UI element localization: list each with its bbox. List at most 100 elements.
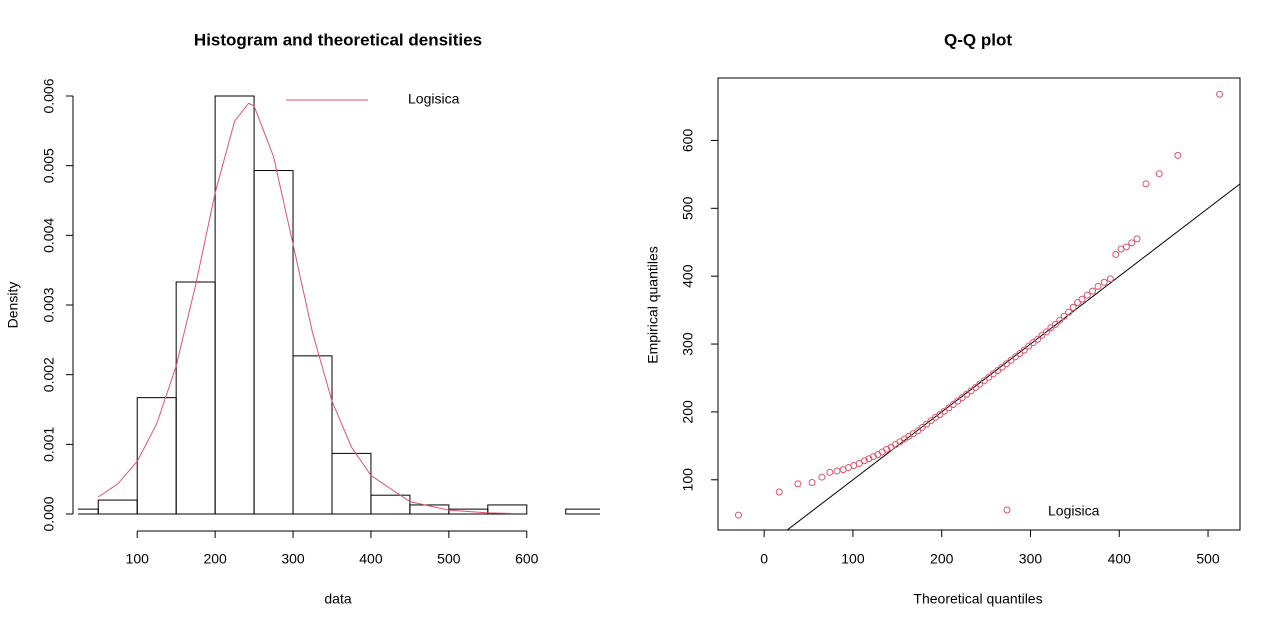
qq-point (1089, 287, 1097, 295)
qq-point (963, 390, 971, 398)
qq-point (1020, 346, 1028, 354)
qq-point (1128, 239, 1136, 247)
qq-point (1056, 316, 1064, 324)
qq-point (1003, 360, 1011, 368)
qq-point (1174, 151, 1182, 159)
qq-point (1029, 339, 1037, 347)
x-axis-label: data (324, 591, 351, 607)
qq-point (1133, 235, 1141, 243)
x-tick-label: 400 (1108, 551, 1132, 567)
qq-point (775, 488, 783, 496)
y-tick-label: 400 (680, 264, 696, 288)
qq-point (949, 400, 957, 408)
qq-point (1051, 320, 1059, 328)
qq-point (985, 373, 993, 381)
plot-area (78, 95, 600, 515)
y-tick-label: 300 (680, 332, 696, 356)
qq-point (1011, 353, 1019, 361)
qq-point (936, 411, 944, 419)
qq-point (1142, 180, 1150, 188)
qq-point (808, 478, 816, 486)
y-tick-label: 0.000 (41, 496, 57, 531)
x-tick-label: 300 (1019, 551, 1043, 567)
histogram-bar (292, 355, 333, 515)
x-tick-label: 500 (437, 551, 461, 567)
histogram-bar (136, 397, 177, 515)
qq-point (945, 404, 953, 412)
qq-point (971, 383, 979, 391)
qq-point (976, 380, 984, 388)
legend-marker (1003, 506, 1011, 514)
legend-label: Logisica (408, 91, 460, 107)
qq-point (1100, 278, 1108, 286)
qq-point (932, 413, 939, 421)
chart-title: Histogram and theoretical densities (194, 30, 482, 49)
y-tick-label: 0.006 (41, 78, 57, 113)
qq-point (1112, 250, 1120, 258)
qq-point (914, 427, 922, 435)
y-axis-label: Empirical quantiles (645, 246, 661, 364)
histogram-bar (487, 504, 528, 515)
reference-line (786, 183, 1240, 530)
qq-point (967, 387, 975, 395)
y-tick-label: 0.005 (41, 148, 57, 183)
histogram-bar (175, 281, 216, 515)
qq-point (918, 424, 926, 432)
qq-point (1042, 328, 1050, 336)
qq-point (794, 480, 802, 488)
histogram-bar (214, 95, 255, 515)
x-tick-label: 500 (1196, 551, 1220, 567)
qq-point (940, 407, 948, 415)
qq-point (1106, 275, 1114, 283)
y-tick-label: 0.002 (41, 357, 57, 392)
chart-title: Q-Q plot (944, 30, 1012, 49)
qq-point (855, 459, 863, 467)
x-tick-label: 600 (515, 551, 539, 567)
x-tick-label: 200 (930, 551, 954, 567)
x-tick-label: 0 (760, 551, 768, 567)
qq-point (818, 473, 826, 481)
qq-point (833, 467, 841, 475)
histogram-bar (78, 508, 99, 515)
x-tick-label: 400 (359, 551, 383, 567)
qq-point (826, 468, 834, 476)
x-axis-label: Theoretical quantiles (913, 591, 1042, 607)
qq-point (998, 363, 1006, 371)
plot-area (734, 90, 1240, 530)
qq-point (954, 397, 962, 405)
qq-point (1007, 356, 1015, 364)
x-tick-label: 200 (203, 551, 227, 567)
y-tick-label: 600 (680, 129, 696, 153)
histogram-bar (97, 499, 138, 515)
qq-point (958, 394, 966, 402)
y-tick-label: 100 (680, 468, 696, 492)
y-tick-label: 200 (680, 400, 696, 424)
x-tick-label: 100 (841, 551, 865, 567)
qq-point (1216, 90, 1224, 98)
qq-point (1065, 308, 1073, 316)
histogram-bar (565, 508, 600, 515)
qq-point (905, 432, 913, 440)
y-tick-label: 0.003 (41, 287, 57, 322)
qq-point (923, 420, 931, 428)
qq-point (1094, 282, 1102, 290)
density-curve (97, 102, 512, 514)
qq-point (865, 455, 873, 463)
qq-point (927, 417, 935, 425)
histogram-bar (331, 452, 372, 515)
qq-point (989, 370, 997, 378)
qq-point (860, 457, 868, 465)
qq-point (1155, 170, 1163, 178)
qq-point (734, 511, 742, 519)
qq-point (1074, 299, 1082, 307)
qq-point (869, 453, 877, 461)
qq-point (883, 445, 891, 453)
y-tick-label: 0.004 (41, 218, 57, 253)
y-tick-label: 500 (680, 196, 696, 220)
qq-point (1038, 331, 1046, 339)
plot-box (717, 77, 1241, 531)
histogram-bar (253, 170, 294, 515)
legend-label: Logisica (1048, 503, 1100, 519)
qq-point (1060, 312, 1068, 320)
